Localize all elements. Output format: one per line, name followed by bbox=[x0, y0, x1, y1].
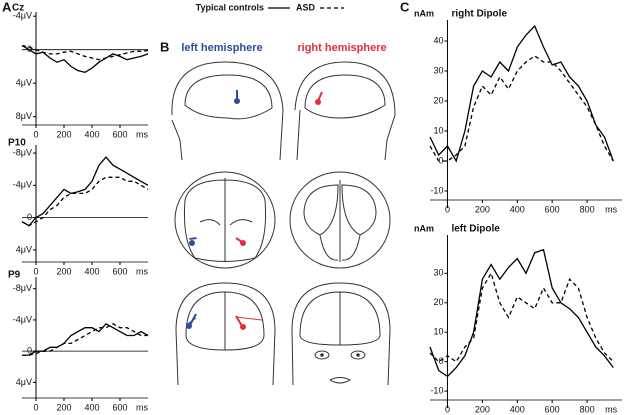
x-tick-label: 0 bbox=[445, 404, 450, 414]
legend-label: Typical controls bbox=[196, 2, 264, 12]
x-tick-label: 800 bbox=[580, 404, 595, 414]
y-tick-label: -4μV bbox=[13, 180, 32, 190]
panel-label: A bbox=[2, 0, 12, 14]
x-tick-label: 400 bbox=[84, 266, 99, 276]
y-tick-label: 20 bbox=[433, 95, 443, 105]
data-line bbox=[429, 271, 614, 363]
chart-title: P10 bbox=[8, 138, 26, 149]
y-tick-label: 4μV bbox=[16, 244, 32, 254]
x-axis-label: ms bbox=[605, 404, 617, 414]
x-tick-label: 600 bbox=[112, 402, 127, 412]
y-tick-label: 0 bbox=[438, 356, 443, 366]
data-line bbox=[429, 55, 614, 162]
y-tick-label: 0 bbox=[27, 44, 32, 54]
y-tick-label: -4μV bbox=[13, 11, 32, 21]
y-tick-label: 8μV bbox=[16, 111, 32, 121]
x-axis-label: ms bbox=[136, 266, 148, 276]
data-line bbox=[21, 156, 149, 227]
y-tick-label: 10 bbox=[433, 125, 443, 135]
x-tick-label: 0 bbox=[33, 266, 38, 276]
x-tick-label: 600 bbox=[545, 204, 560, 214]
x-axis-label: ms bbox=[136, 402, 148, 412]
data-line bbox=[429, 248, 614, 378]
data-line bbox=[21, 44, 149, 61]
hemisphere-label: left hemisphere bbox=[181, 42, 262, 54]
x-axis-label: ms bbox=[136, 129, 148, 139]
x-tick-label: 400 bbox=[510, 204, 525, 214]
y-tick-label: -4μV bbox=[13, 314, 32, 324]
y-tick-label: -10 bbox=[430, 386, 443, 396]
x-axis-label: ms bbox=[605, 204, 617, 214]
y-tick-label: 0 bbox=[438, 155, 443, 165]
y-tick-label: -8μV bbox=[13, 283, 32, 293]
y-tick-label: -8μV bbox=[13, 147, 32, 157]
y-tick-label: 0 bbox=[27, 346, 32, 356]
panel-label: B bbox=[160, 39, 169, 54]
data-line bbox=[429, 24, 614, 163]
hemisphere-label: right hemisphere bbox=[297, 42, 386, 54]
x-tick-label: 200 bbox=[56, 266, 71, 276]
x-tick-label: 400 bbox=[84, 129, 99, 139]
chart-title: right Dipole bbox=[451, 9, 507, 20]
x-tick-label: 400 bbox=[510, 404, 525, 414]
data-line bbox=[21, 176, 149, 227]
y-axis-label: nAm bbox=[414, 8, 434, 18]
y-tick-label: 40 bbox=[433, 35, 443, 45]
y-tick-label: 10 bbox=[433, 327, 443, 337]
y-tick-label: 4μV bbox=[16, 78, 32, 88]
x-tick-label: 400 bbox=[84, 402, 99, 412]
chart-title: Cz bbox=[12, 3, 24, 14]
x-tick-label: 200 bbox=[475, 204, 490, 214]
x-tick-label: 800 bbox=[580, 204, 595, 214]
chart-title: P9 bbox=[8, 270, 21, 281]
y-axis-label: nAm bbox=[414, 223, 434, 233]
legend-label: ASD bbox=[296, 2, 316, 12]
y-tick-label: 20 bbox=[433, 297, 443, 307]
y-tick-label: 30 bbox=[433, 268, 443, 278]
panel-label: C bbox=[400, 0, 410, 14]
x-tick-label: 200 bbox=[56, 129, 71, 139]
x-tick-label: 600 bbox=[112, 266, 127, 276]
x-tick-label: 0 bbox=[33, 402, 38, 412]
data-line bbox=[22, 323, 148, 356]
x-tick-label: 200 bbox=[56, 402, 71, 412]
x-tick-label: 0 bbox=[445, 204, 450, 214]
chart-title: left Dipole bbox=[451, 224, 500, 235]
y-tick-label: -10 bbox=[430, 185, 443, 195]
x-tick-label: 0 bbox=[33, 129, 38, 139]
y-tick-label: 0 bbox=[27, 212, 32, 222]
x-tick-label: 600 bbox=[112, 129, 127, 139]
head-diagrams bbox=[171, 61, 396, 386]
y-tick-label: 30 bbox=[433, 65, 443, 75]
x-tick-label: 600 bbox=[545, 404, 560, 414]
y-tick-label: 4μV bbox=[16, 377, 32, 387]
x-tick-label: 200 bbox=[475, 404, 490, 414]
